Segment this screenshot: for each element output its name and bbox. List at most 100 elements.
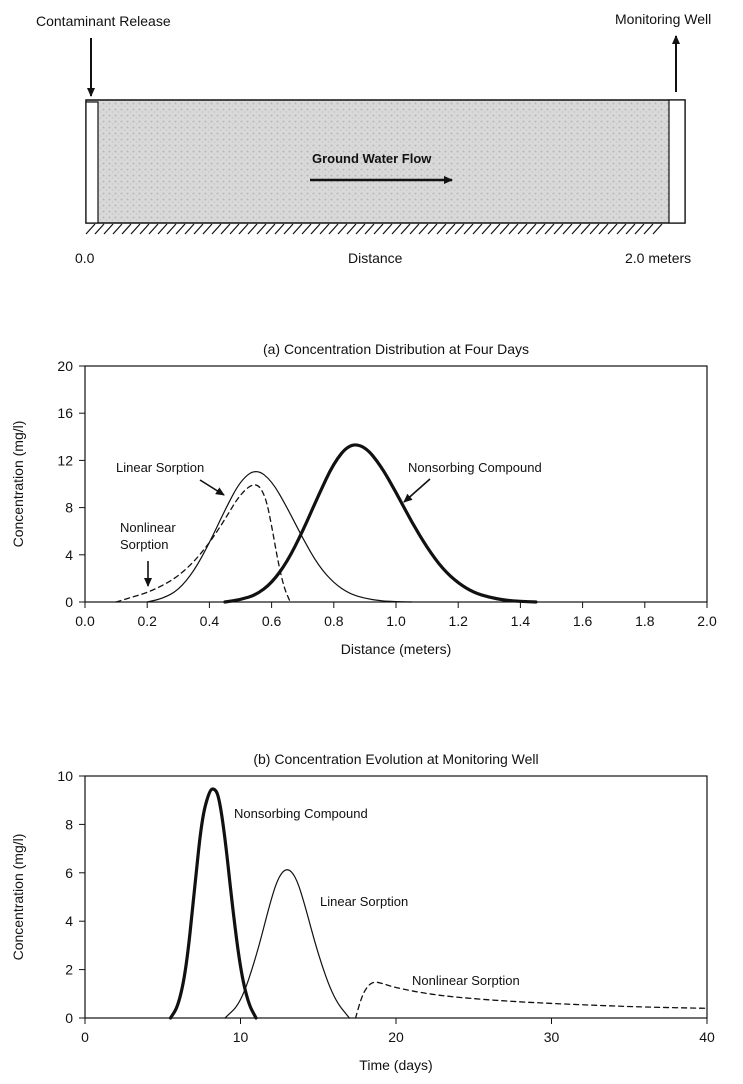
chart-a-linear-label: Linear Sorption xyxy=(116,460,204,475)
hatch-line xyxy=(220,223,231,235)
flow-label: Ground Water Flow xyxy=(312,151,432,166)
hatch-line xyxy=(409,223,420,235)
chart-a-ylabel: Concentration (mg/l) xyxy=(10,421,26,548)
chart-a-xtick-label: 1.2 xyxy=(448,613,468,629)
end-distance-label: 2.0 meters xyxy=(625,250,691,266)
hatch-line xyxy=(652,223,663,235)
hatch-line xyxy=(346,223,357,235)
hatch-line xyxy=(211,223,222,235)
hatch-line xyxy=(184,223,195,235)
hatch-line xyxy=(112,223,123,235)
hatch-line xyxy=(472,223,483,235)
chart-a-xtick-label: 1.4 xyxy=(511,613,531,629)
hatch-line xyxy=(247,223,258,235)
chart-a-xtick-label: 0.0 xyxy=(75,613,95,629)
chart-b-nonsorbing-label: Nonsorbing Compound xyxy=(234,806,368,821)
chart-a-title: (a) Concentration Distribution at Four D… xyxy=(263,341,529,357)
inlet-end-cap xyxy=(85,101,99,224)
hatch-line xyxy=(328,223,339,235)
chart-b-ytick-label: 6 xyxy=(65,865,73,881)
chart-b-series-nonsorbing-compound xyxy=(168,787,258,1020)
chart-a-linear-arrow xyxy=(199,479,225,496)
hatch-line xyxy=(625,223,636,235)
chart-a-xtick-label: 0.2 xyxy=(137,613,157,629)
chart-a-nonlinear-label: Nonlinear Sorption xyxy=(120,520,179,552)
chart-b: (b) Concentration Evolution at Monitorin… xyxy=(10,751,715,1073)
hatch-line xyxy=(148,223,159,235)
chart-a-series-linear-sorption xyxy=(146,471,413,603)
hatch-line xyxy=(607,223,618,235)
chart-a-xlabel: Distance (meters) xyxy=(341,641,451,657)
hatch-line xyxy=(382,223,393,235)
hatch-line xyxy=(427,223,438,235)
hatch-line xyxy=(616,223,627,235)
hatch-line xyxy=(256,223,267,235)
hatch-line xyxy=(130,223,141,235)
hatch-line xyxy=(193,223,204,235)
chart-b-xlabel: Time (days) xyxy=(359,1057,432,1073)
hatch-line xyxy=(373,223,384,235)
hatch-line xyxy=(589,223,600,235)
chart-b-ylabel: Concentration (mg/l) xyxy=(10,834,26,961)
hatch-line xyxy=(292,223,303,235)
chart-a-xtick-label: 2.0 xyxy=(697,613,717,629)
hatch-line xyxy=(535,223,546,235)
chart-b-series-linear-sorption xyxy=(224,869,350,1019)
chart-a-xtick-label: 1.8 xyxy=(635,613,655,629)
nonlinear-label-line-1: Nonlinear xyxy=(120,520,176,535)
hatch-line xyxy=(526,223,537,235)
start-distance-label: 0.0 xyxy=(75,250,95,266)
chart-b-ytick-label: 8 xyxy=(65,816,73,832)
ground-hatching xyxy=(85,223,663,235)
contaminant-release-label: Contaminant Release xyxy=(36,13,171,29)
hatch-line xyxy=(481,223,492,235)
hatch-line xyxy=(580,223,591,235)
chart-a-ytick-label: 0 xyxy=(65,594,73,610)
hatch-line xyxy=(139,223,150,235)
hatch-line xyxy=(364,223,375,235)
chart-b-nonlinear-label: Nonlinear Sorption xyxy=(412,973,520,988)
chart-b-xtick-label: 10 xyxy=(233,1029,249,1045)
nonlinear-label-line-2: Sorption xyxy=(120,537,168,552)
hatch-line xyxy=(454,223,465,235)
hatch-line xyxy=(445,223,456,235)
chart-a-ytick-label: 8 xyxy=(65,500,73,516)
chart-b-linear-label: Linear Sorption xyxy=(320,894,408,909)
hatch-line xyxy=(436,223,447,235)
hatch-line xyxy=(274,223,285,235)
chart-a-series-nonlinear-sorption xyxy=(115,484,291,603)
chart-a-nonsorbing-label: Nonsorbing Compound xyxy=(408,460,542,475)
hatch-line xyxy=(166,223,177,235)
distance-label: Distance xyxy=(348,250,403,266)
hatch-line xyxy=(634,223,645,235)
chart-a-ytick-label: 12 xyxy=(57,452,73,468)
hatch-line xyxy=(355,223,366,235)
hatch-line xyxy=(265,223,276,235)
chart-b-ytick-label: 2 xyxy=(65,962,73,978)
chart-b-series-nonlinear-sorption xyxy=(354,981,708,1019)
hatch-line xyxy=(229,223,240,235)
chart-a-series-nonsorbing-compound xyxy=(223,443,538,604)
hatch-line xyxy=(337,223,348,235)
hatch-line xyxy=(175,223,186,235)
column-schematic: Contaminant Release Monitoring Well Grou… xyxy=(36,11,711,266)
chart-b-xtick-label: 20 xyxy=(388,1029,404,1045)
chart-b-title: (b) Concentration Evolution at Monitorin… xyxy=(253,751,538,767)
hatch-line xyxy=(121,223,132,235)
chart-b-xtick-label: 0 xyxy=(81,1029,89,1045)
hatch-line xyxy=(508,223,519,235)
hatch-line xyxy=(553,223,564,235)
hatch-line xyxy=(319,223,330,235)
chart-a-xtick-label: 1.0 xyxy=(386,613,406,629)
hatch-line xyxy=(400,223,411,235)
chart-a-ytick-label: 20 xyxy=(57,358,73,374)
hatch-line xyxy=(598,223,609,235)
chart-b-xtick-label: 40 xyxy=(699,1029,715,1045)
hatch-line xyxy=(490,223,501,235)
hatch-line xyxy=(571,223,582,235)
chart-a-frame xyxy=(84,365,708,603)
chart-b-ytick-label: 10 xyxy=(57,768,73,784)
hatch-line xyxy=(418,223,429,235)
chart-a-annotations: Linear Sorption Nonsorbing Compound Nonl… xyxy=(116,460,542,587)
